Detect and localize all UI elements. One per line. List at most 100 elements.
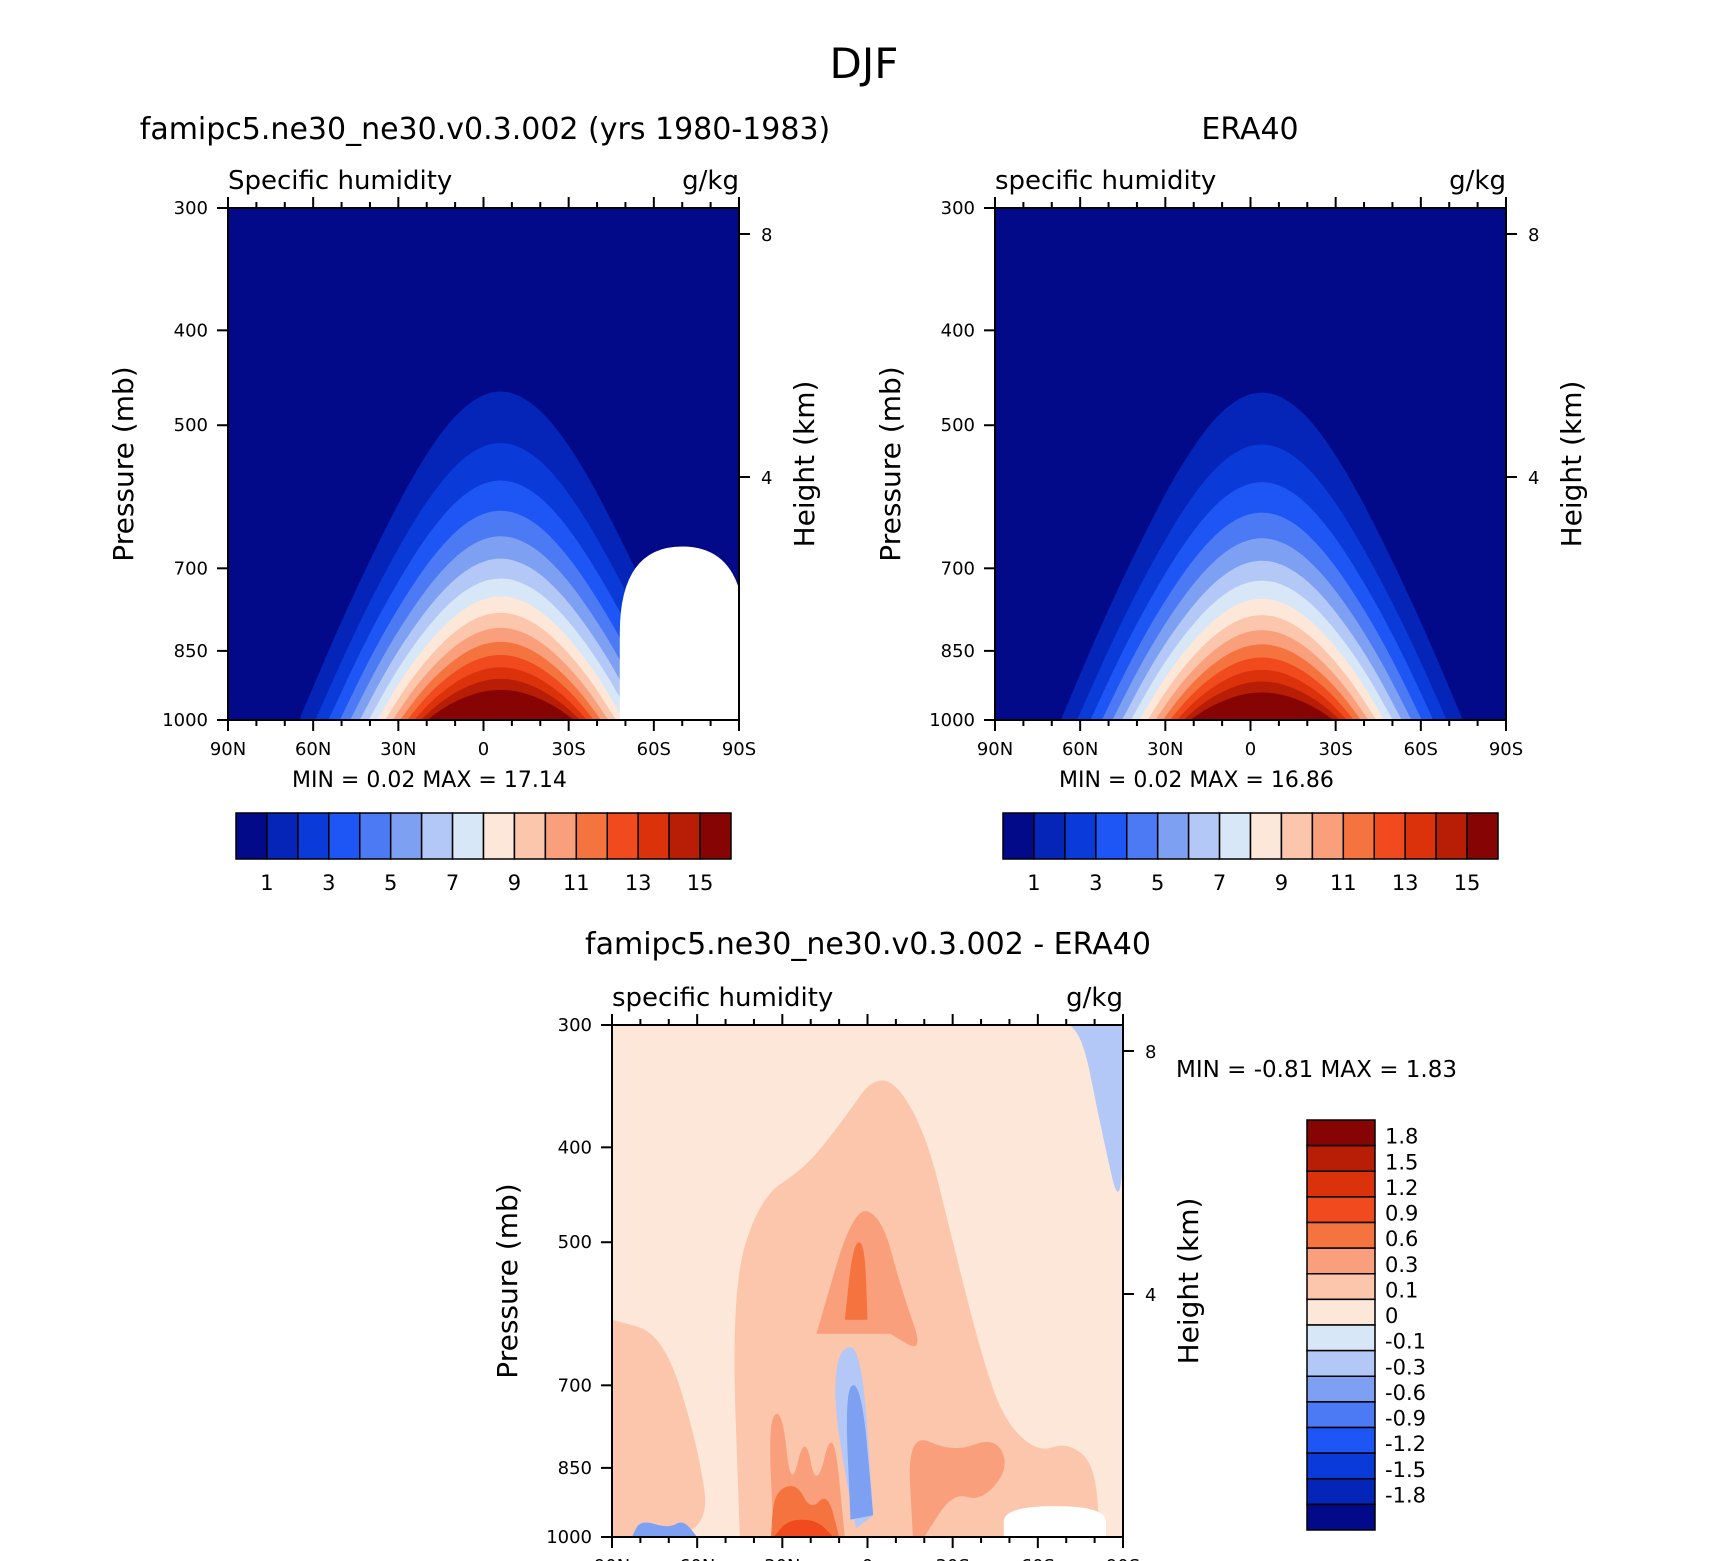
y2-tick-label: 8 (761, 225, 772, 246)
colorbar-box (1311, 812, 1345, 860)
y-tick-label: 850 (558, 1458, 592, 1479)
colorbar-box (1156, 812, 1190, 860)
y-tick-label: 700 (558, 1375, 592, 1396)
y-tick-label: 300 (558, 1015, 592, 1036)
x-tick-label: 90S (722, 739, 756, 760)
x-tick-label: 90S (1106, 1556, 1140, 1561)
diff-contour-region-1 (734, 1080, 1101, 1537)
x-tick-label: 90S (1489, 739, 1523, 760)
y2-axis-title: Height (km) (1172, 1198, 1205, 1365)
y-tick-label: 400 (558, 1137, 592, 1158)
colorbar-label: 3 (322, 871, 335, 895)
y-tick-label: 1000 (546, 1527, 592, 1548)
colorbar-box (328, 812, 361, 860)
colorbar-label: -0.3 (1385, 1355, 1426, 1379)
variable-label: Specific humidity (228, 166, 452, 196)
colorbar-box (1404, 812, 1437, 860)
colorbar-box (1126, 812, 1159, 860)
variable-label: specific humidity (612, 983, 833, 1013)
page-title: DJF (830, 39, 899, 88)
colorbar-box (235, 812, 268, 860)
x-tick-label: 60N (295, 739, 331, 760)
y2-tick-label: 4 (1145, 1285, 1156, 1306)
colorbar-label: 0.3 (1385, 1253, 1418, 1277)
x-tick-label: 90N (594, 1556, 630, 1561)
colorbar-label: 1 (1027, 871, 1040, 895)
y2-tick-label: 8 (1145, 1042, 1156, 1063)
y-tick-label: 500 (941, 415, 975, 436)
units-label: g/kg (1449, 166, 1506, 196)
diff-contour-region-8 (846, 1385, 874, 1520)
y2-tick-label: 8 (1528, 225, 1539, 246)
colorbar-box (1306, 1426, 1376, 1454)
colorbar-label: 5 (384, 871, 397, 895)
y2-axis-title: Height (km) (788, 381, 821, 548)
plot-area (995, 208, 1506, 720)
panel-diff: famipc5.ne30_ne30.v0.3.002 - ERA40 90N 60N… (491, 927, 1457, 1561)
colorbar-box (389, 812, 423, 860)
contour-level-15 (1190, 692, 1334, 720)
min-max-stats: MIN = 0.02 MAX = 16.86 (1059, 768, 1334, 793)
x-tick-label: 30S (1318, 739, 1352, 760)
colorbar-label: 11 (563, 871, 590, 895)
y-tick-label: 300 (174, 198, 208, 219)
colorbar-label: 7 (1213, 871, 1226, 895)
colorbar-box (544, 812, 578, 860)
x-tick-label: 90N (977, 739, 1013, 760)
colorbar-label: -0.1 (1385, 1330, 1426, 1354)
colorbar-box (266, 812, 299, 860)
colorbar-label: -1.2 (1385, 1432, 1426, 1456)
units-label: g/kg (1066, 983, 1123, 1013)
x-tick-label: 30N (380, 739, 416, 760)
units-label: g/kg (682, 166, 739, 196)
colorbar-label: 13 (625, 871, 652, 895)
y-tick-label: 1000 (929, 710, 975, 731)
colorbar-label: 7 (446, 871, 459, 895)
plot-area (612, 1025, 1123, 1537)
y-tick-label: 300 (941, 198, 975, 219)
x-tick-label: 60S (1021, 1556, 1055, 1561)
x-tick-label: 30N (764, 1556, 800, 1561)
y-axis-title: Pressure (mb) (107, 366, 140, 561)
colorbar-box (1373, 812, 1406, 860)
colorbar-box (1306, 1119, 1376, 1147)
colorbar-box (513, 812, 547, 860)
colorbar-box (1002, 812, 1035, 860)
y-axis-title: Pressure (mb) (491, 1183, 524, 1378)
y-tick-label: 500 (174, 415, 208, 436)
y-tick-label: 700 (174, 558, 208, 579)
colorbar-label: 1.2 (1385, 1176, 1418, 1200)
x-tick-label: 60N (1062, 739, 1098, 760)
y-axis-title: Pressure (mb) (874, 366, 907, 561)
colorbar-box (637, 812, 670, 860)
diff-contour-region-9 (909, 1440, 1005, 1537)
colorbar-box (1306, 1273, 1376, 1301)
panel-title: famipc5.ne30_ne30.v0.3.002 - ERA40 (585, 927, 1151, 962)
diff-contour-region-3 (844, 1242, 868, 1320)
colorbar-label: 1.5 (1385, 1150, 1418, 1174)
colorbar-box (1095, 812, 1128, 860)
colorbar-box (1306, 1324, 1376, 1352)
y2-tick-label: 4 (761, 468, 772, 489)
colorbar-box (1306, 1221, 1376, 1249)
min-max-stats: MIN = -0.81 MAX = 1.83 (1176, 1057, 1457, 1083)
colorbar-box (1435, 812, 1468, 860)
x-tick-label: 0 (862, 1556, 873, 1561)
plot-area (228, 208, 739, 720)
x-tick-label: 90N (210, 739, 246, 760)
colorbar-box (359, 812, 392, 860)
x-tick-label: 30S (935, 1556, 969, 1561)
y-tick-label: 850 (941, 641, 975, 662)
colorbar-box (1218, 812, 1252, 860)
colorbar-box (1306, 1170, 1376, 1198)
colorbar-box (297, 812, 330, 860)
colorbar-box (1306, 1478, 1376, 1506)
colorbar-label: 0 (1385, 1304, 1398, 1328)
colorbar-box (1280, 812, 1314, 860)
y2-tick-label: 4 (1528, 468, 1539, 489)
colorbar-box (1187, 812, 1221, 860)
colorbar-box (1306, 1247, 1376, 1275)
colorbar-box (1064, 812, 1097, 860)
y-tick-label: 400 (941, 320, 975, 341)
